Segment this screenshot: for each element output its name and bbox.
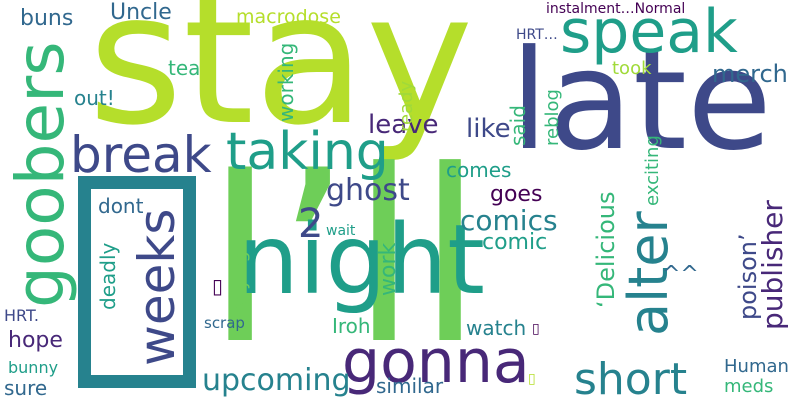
word-caret: ^^: [662, 262, 699, 287]
word-wait: wait: [326, 223, 356, 239]
word-buns: buns: [20, 6, 74, 31]
word-uncle: Uncle: [110, 0, 172, 25]
word-dont: dont: [98, 194, 144, 218]
word-deadly: deadly: [96, 242, 120, 310]
word-taking: taking: [226, 122, 389, 182]
glyph-c: ▯: [528, 371, 536, 387]
word-weeks: weeks: [128, 208, 186, 366]
glyph-block: [78, 176, 196, 388]
glyph-a: ▯: [212, 274, 224, 298]
word-two: 2: [298, 201, 324, 247]
word-goes: goes: [490, 182, 543, 207]
word-human: Human: [724, 356, 789, 377]
word-saying: saying: [230, 251, 251, 310]
word-late: late: [510, 20, 772, 181]
word-watch: watch: [466, 316, 527, 340]
word-short: short: [574, 354, 688, 400]
word-night: night: [238, 204, 485, 316]
word-poison: poison’: [734, 233, 762, 320]
word-leave: leave: [368, 110, 439, 140]
word-upcoming: upcoming: [202, 363, 351, 398]
word-ready: ready: [396, 80, 417, 132]
word-hrt-left: HRT.: [4, 306, 39, 325]
word-i-ll: I’ll: [205, 120, 484, 397]
word-instalment: instalment…Normal: [546, 1, 686, 17]
word-bunny: bunny: [8, 358, 59, 377]
word-break: break: [70, 126, 212, 184]
word-took: took: [612, 58, 652, 79]
word-work: work: [376, 242, 401, 296]
word-comic: comic: [482, 230, 548, 255]
word-exciting: exciting: [642, 135, 663, 206]
word-scrap: scrap: [204, 314, 245, 332]
word-merch: merch: [712, 60, 788, 88]
word-working: working: [274, 42, 298, 122]
word-sure: sure: [4, 376, 48, 400]
word-comes: comes: [446, 158, 512, 182]
word-delicious: ‘Delicious: [592, 191, 620, 308]
word-out: out!: [74, 86, 115, 110]
word-publisher: publisher: [756, 200, 789, 330]
word-comics: comics: [460, 204, 558, 237]
glyph-b: ▯: [532, 321, 540, 337]
word-gonna: gonna: [342, 327, 530, 397]
word-reblog: reblog: [542, 89, 563, 146]
word-meds: meds: [724, 376, 774, 397]
word-hope: hope: [8, 328, 63, 353]
word-similar: similar: [376, 374, 444, 398]
word-goobers: goobers: [2, 41, 79, 308]
word-iroh: Iroh: [332, 314, 371, 338]
word-like: like: [466, 114, 511, 144]
word-ghost: ghost: [326, 173, 410, 208]
word-tea: tea: [168, 56, 201, 80]
word-stay: stay: [88, 0, 474, 165]
word-hrt-top: HRT…: [516, 27, 558, 43]
word-speak: speak: [560, 0, 738, 67]
word-said: said: [506, 105, 530, 146]
word-macrodose: macrodose: [236, 6, 341, 28]
